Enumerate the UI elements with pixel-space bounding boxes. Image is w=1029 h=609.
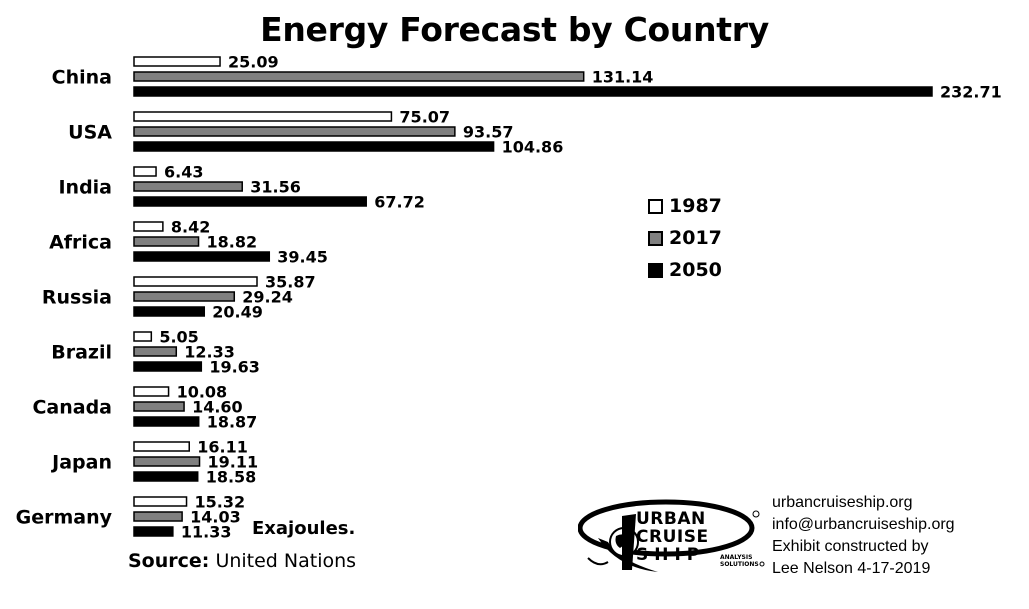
category-label-russia: Russia xyxy=(42,287,112,309)
bar-canada-2050 xyxy=(133,416,200,427)
logo-line-2: CRUISE xyxy=(636,527,709,547)
data-label-india-2017: 31.56 xyxy=(250,178,301,197)
bar-germany-1987 xyxy=(133,496,188,507)
data-label-india-2050: 67.72 xyxy=(374,193,425,212)
legend-swatch-1987 xyxy=(648,198,663,214)
data-label-africa-2017: 18.82 xyxy=(207,233,258,252)
data-label-japan-1987: 16.11 xyxy=(197,438,248,457)
logo-subtitle: ANALYSIS SOLUTIONS xyxy=(720,554,759,568)
bar-china-2017 xyxy=(133,71,585,82)
logo-line-3: SHIP xyxy=(636,545,706,565)
category-label-canada: Canada xyxy=(32,397,112,419)
bar-china-2050 xyxy=(133,86,933,97)
category-label-usa: USA xyxy=(68,122,112,144)
data-label-canada-2050: 18.87 xyxy=(207,413,258,432)
source-note: Source: United Nations xyxy=(128,550,356,572)
category-label-africa: Africa xyxy=(49,232,112,254)
data-label-china-1987: 25.09 xyxy=(228,53,279,72)
data-label-africa-1987: 8.42 xyxy=(171,218,210,237)
bar-canada-1987 xyxy=(133,386,170,397)
category-label-china: China xyxy=(52,67,112,89)
data-label-usa-1987: 75.07 xyxy=(399,108,450,127)
bar-russia-1987 xyxy=(133,276,258,287)
bar-africa-2050 xyxy=(133,251,271,262)
legend-item-2017: 2017 xyxy=(648,222,722,254)
data-label-china-2017: 131.14 xyxy=(592,68,654,87)
data-label-brazil-1987: 5.05 xyxy=(159,328,198,347)
credit-text: Exhibit constructed by xyxy=(772,538,929,555)
bar-japan-1987 xyxy=(133,441,190,452)
data-label-brazil-2050: 19.63 xyxy=(209,358,260,377)
category-label-india: India xyxy=(58,177,112,199)
data-label-germany-2017: 14.03 xyxy=(190,508,241,527)
bar-russia-2050 xyxy=(133,306,206,317)
category-label-germany: Germany xyxy=(16,507,113,529)
data-label-canada-2017: 14.60 xyxy=(192,398,243,417)
logo-wordmark: URBAN CRUISE SHIP xyxy=(636,510,709,564)
data-label-brazil-2017: 12.33 xyxy=(184,343,235,362)
legend-label-1987: 1987 xyxy=(669,195,722,217)
data-label-usa-2050: 104.86 xyxy=(502,138,564,157)
website-text: urbancruiseship.org xyxy=(772,494,913,511)
legend-label-2017: 2017 xyxy=(669,227,722,249)
unit-note: Exajoules. xyxy=(252,518,356,539)
contact-block: urbancruiseship.org info@urbancruiseship… xyxy=(772,492,955,580)
author-date-text: Lee Nelson 4-17-2019 xyxy=(772,560,931,577)
bar-canada-2017 xyxy=(133,401,185,412)
bar-africa-1987 xyxy=(133,221,164,232)
data-label-usa-2017: 93.57 xyxy=(463,123,514,142)
bar-usa-2050 xyxy=(133,141,495,152)
source-text: United Nations xyxy=(215,550,357,572)
legend-item-1987: 1987 xyxy=(648,190,722,222)
legend-item-2050: 2050 xyxy=(648,254,722,286)
bar-usa-2017 xyxy=(133,126,456,137)
data-label-russia-2050: 20.49 xyxy=(212,303,263,322)
urban-cruise-ship-logo xyxy=(578,499,765,572)
data-label-russia-1987: 35.87 xyxy=(265,273,316,292)
bar-brazil-2017 xyxy=(133,346,178,357)
legend: 1987 2017 2050 xyxy=(648,190,722,286)
data-label-canada-1987: 10.08 xyxy=(177,383,228,402)
legend-swatch-2017 xyxy=(648,230,663,246)
bar-india-2050 xyxy=(133,196,367,207)
data-label-africa-2050: 39.45 xyxy=(277,248,328,267)
logo-sub-2: SOLUTIONS xyxy=(720,561,759,568)
data-label-india-1987: 6.43 xyxy=(164,163,203,182)
bar-germany-2050 xyxy=(133,526,174,537)
bar-japan-2017 xyxy=(133,456,201,467)
data-label-germany-2050: 11.33 xyxy=(181,523,232,542)
data-label-china-2050: 232.71 xyxy=(940,83,1002,102)
legend-label-2050: 2050 xyxy=(669,259,722,281)
bar-japan-2050 xyxy=(133,471,199,482)
logo-line-1: URBAN xyxy=(636,509,706,529)
bar-china-1987 xyxy=(133,56,221,67)
bar-brazil-2050 xyxy=(133,361,203,372)
logo-sub-1: ANALYSIS xyxy=(720,554,753,561)
bar-russia-2017 xyxy=(133,291,236,302)
bar-brazil-1987 xyxy=(133,331,153,342)
bar-usa-1987 xyxy=(133,111,393,122)
category-label-brazil: Brazil xyxy=(51,342,112,364)
legend-swatch-2050 xyxy=(648,262,663,278)
email-text: info@urbancruiseship.org xyxy=(772,516,955,533)
bar-india-1987 xyxy=(133,166,157,177)
bar-germany-2017 xyxy=(133,511,183,522)
data-label-japan-2017: 19.11 xyxy=(208,453,259,472)
bar-india-2017 xyxy=(133,181,243,192)
data-label-germany-1987: 15.32 xyxy=(195,493,246,512)
source-label: Source: xyxy=(128,550,210,572)
data-label-japan-2050: 18.58 xyxy=(206,468,257,487)
chart-title: Energy Forecast by Country xyxy=(260,10,769,49)
bar-africa-2017 xyxy=(133,236,200,247)
data-label-russia-2017: 29.24 xyxy=(242,288,293,307)
category-label-japan: Japan xyxy=(50,452,112,474)
